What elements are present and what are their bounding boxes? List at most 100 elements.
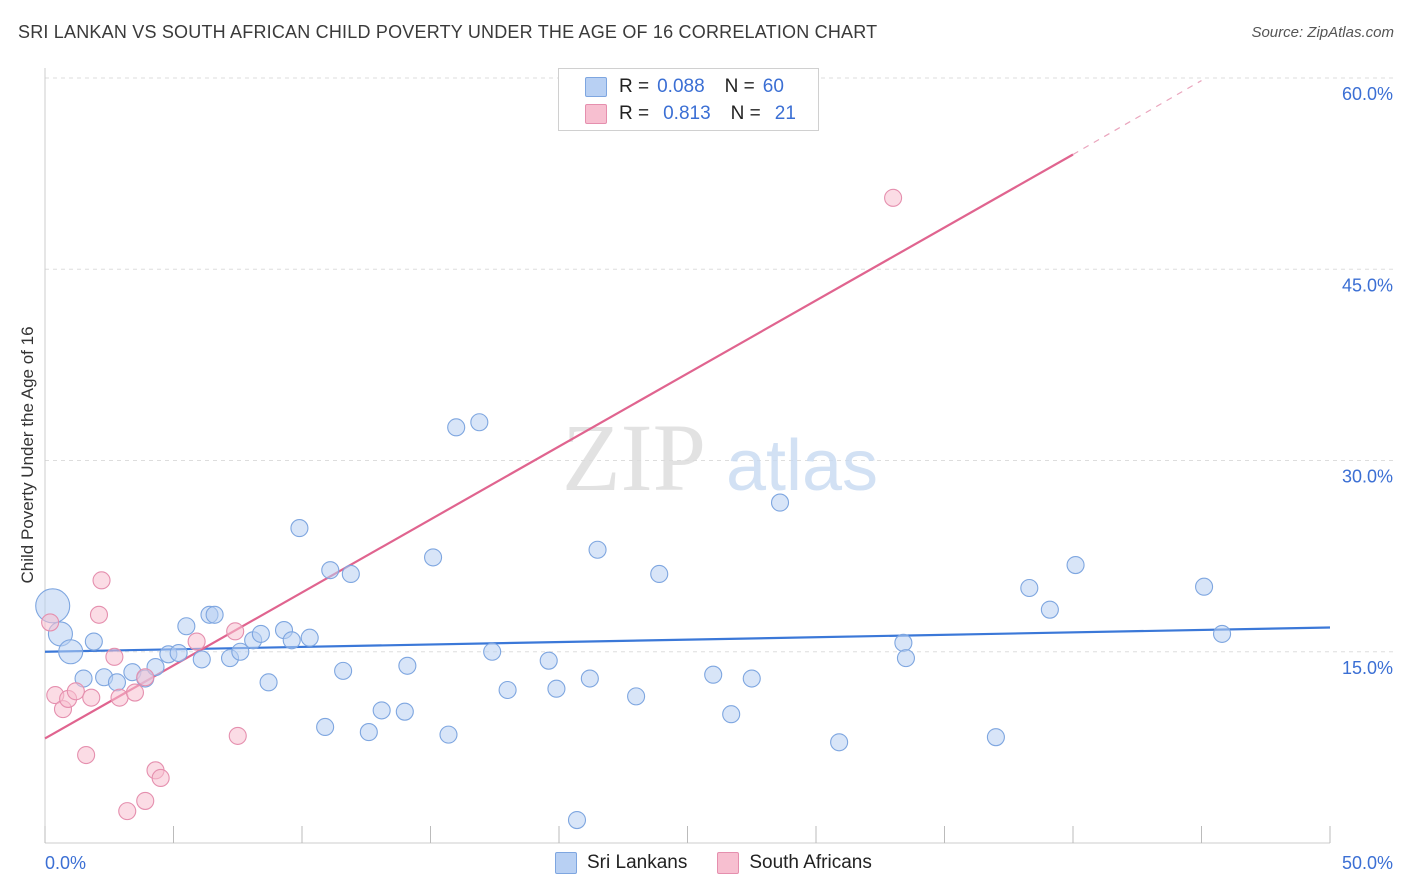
series-legend-sri-lankans: Sri Lankans bbox=[555, 852, 687, 874]
point-sri-lankans bbox=[251, 624, 270, 643]
series-legend: Sri Lankans South Africans bbox=[555, 852, 902, 874]
trend-line-south-africans bbox=[44, 153, 1074, 740]
point-sri-lankans bbox=[169, 643, 188, 663]
legend-row-sri-lankans: R = 0.088 N = 60 bbox=[585, 75, 784, 99]
trend-layer bbox=[44, 80, 1331, 740]
legend-n-value: 21 bbox=[774, 103, 796, 124]
y-tick-label: 30.0% bbox=[1342, 467, 1393, 487]
series-legend-south-africans: South Africans bbox=[717, 852, 872, 874]
point-sri-lankans bbox=[1213, 624, 1232, 643]
point-sri-lankans bbox=[580, 669, 599, 688]
tick-label-layer: 15.0% 30.0% 45.0% 60.0% 0.0% 50.0% bbox=[45, 84, 1393, 873]
point-sri-lankans bbox=[483, 642, 502, 661]
point-south-africans bbox=[92, 571, 111, 590]
point-south-africans bbox=[41, 613, 60, 632]
point-sri-lankans bbox=[259, 673, 278, 692]
x-tick-label: 0.0% bbox=[45, 853, 86, 873]
axis-layer bbox=[44, 68, 1331, 844]
legend-swatch-blue bbox=[585, 77, 607, 97]
point-south-africans bbox=[66, 682, 85, 701]
point-sri-lankans bbox=[742, 669, 761, 688]
point-sri-lankans bbox=[424, 548, 443, 567]
point-south-africans bbox=[77, 745, 96, 765]
point-sri-lankans bbox=[177, 617, 196, 636]
y-axis-label: Child Poverty Under the Age of 16 bbox=[18, 326, 37, 584]
point-south-africans bbox=[226, 622, 245, 641]
point-sri-lankans bbox=[704, 665, 723, 684]
point-sri-lankans bbox=[986, 728, 1005, 747]
y-tick-label: 15.0% bbox=[1342, 658, 1393, 678]
point-sri-lankans bbox=[722, 705, 741, 724]
watermark-zip: ZIP bbox=[562, 404, 706, 511]
y-tick-label: 60.0% bbox=[1342, 84, 1393, 104]
point-sri-lankans bbox=[84, 632, 103, 651]
point-sri-lankans bbox=[231, 642, 250, 661]
point-sri-lankans bbox=[770, 493, 790, 512]
legend-n-label: N = bbox=[730, 103, 761, 124]
point-sri-lankans bbox=[567, 810, 587, 830]
series-label: Sri Lankans bbox=[587, 852, 688, 873]
point-south-africans bbox=[89, 605, 109, 624]
series-label: South Africans bbox=[749, 852, 872, 873]
point-sri-lankans bbox=[372, 701, 391, 720]
point-sri-lankans bbox=[58, 639, 84, 665]
point-sri-lankans bbox=[395, 702, 414, 721]
point-sri-lankans bbox=[359, 723, 378, 742]
trend-line-extension bbox=[1072, 80, 1202, 156]
x-tick-label: 50.0% bbox=[1342, 853, 1393, 873]
legend-row-south-africans: R = 0.813 N = 21 bbox=[585, 102, 796, 126]
points-layer bbox=[35, 188, 1232, 830]
point-sri-lankans bbox=[498, 680, 517, 700]
point-sri-lankans bbox=[300, 628, 319, 647]
series-swatch-blue bbox=[555, 852, 577, 874]
point-south-africans bbox=[187, 632, 206, 651]
point-sri-lankans bbox=[896, 649, 916, 668]
watermark: ZIP atlas bbox=[562, 404, 878, 511]
point-south-africans bbox=[136, 668, 155, 687]
legend-r-value: 0.813 bbox=[663, 103, 711, 124]
point-sri-lankans bbox=[588, 540, 607, 559]
point-sri-lankans bbox=[627, 687, 646, 706]
point-south-africans bbox=[82, 688, 101, 707]
series-swatch-pink bbox=[717, 852, 740, 874]
point-sri-lankans bbox=[547, 679, 566, 698]
point-sri-lankans bbox=[334, 661, 353, 680]
point-sri-lankans bbox=[894, 633, 913, 652]
point-sri-lankans bbox=[205, 605, 224, 624]
legend-n-value: 60 bbox=[762, 76, 784, 97]
legend-n-label: N = bbox=[724, 76, 755, 97]
y-tick-label: 45.0% bbox=[1342, 275, 1393, 295]
point-south-africans bbox=[228, 726, 247, 745]
point-south-africans bbox=[151, 768, 170, 788]
point-sri-lankans bbox=[107, 673, 127, 692]
point-sri-lankans bbox=[316, 717, 335, 737]
point-sri-lankans bbox=[470, 413, 489, 432]
legend-r-label: R = bbox=[619, 103, 650, 124]
point-sri-lankans bbox=[192, 650, 211, 669]
legend-r-value: 0.088 bbox=[657, 76, 705, 97]
stats-legend: R = 0.088 N = 60 R = 0.813 N = 21 bbox=[558, 68, 819, 131]
point-south-africans bbox=[125, 683, 144, 702]
point-sri-lankans bbox=[321, 561, 340, 580]
point-sri-lankans bbox=[1066, 555, 1085, 575]
point-south-africans bbox=[105, 647, 124, 666]
source-label: Source: ZipAtlas.com bbox=[1251, 24, 1394, 41]
point-sri-lankans bbox=[1040, 600, 1059, 619]
legend-r-label: R = bbox=[619, 76, 650, 97]
watermark-atlas: atlas bbox=[726, 426, 878, 506]
trend-line-sri-lankans bbox=[44, 626, 1331, 653]
point-sri-lankans bbox=[539, 651, 558, 670]
point-sri-lankans bbox=[1195, 577, 1214, 596]
point-south-africans bbox=[136, 791, 155, 810]
point-sri-lankans bbox=[398, 656, 417, 675]
point-sri-lankans bbox=[290, 519, 309, 538]
point-sri-lankans bbox=[830, 733, 849, 752]
point-south-africans bbox=[110, 688, 129, 707]
legend-swatch-pink bbox=[585, 104, 607, 124]
point-sri-lankans bbox=[341, 564, 360, 584]
point-sri-lankans bbox=[447, 418, 466, 437]
point-sri-lankans bbox=[439, 725, 458, 744]
grid-layer bbox=[45, 77, 1393, 653]
point-sri-lankans bbox=[650, 564, 669, 584]
